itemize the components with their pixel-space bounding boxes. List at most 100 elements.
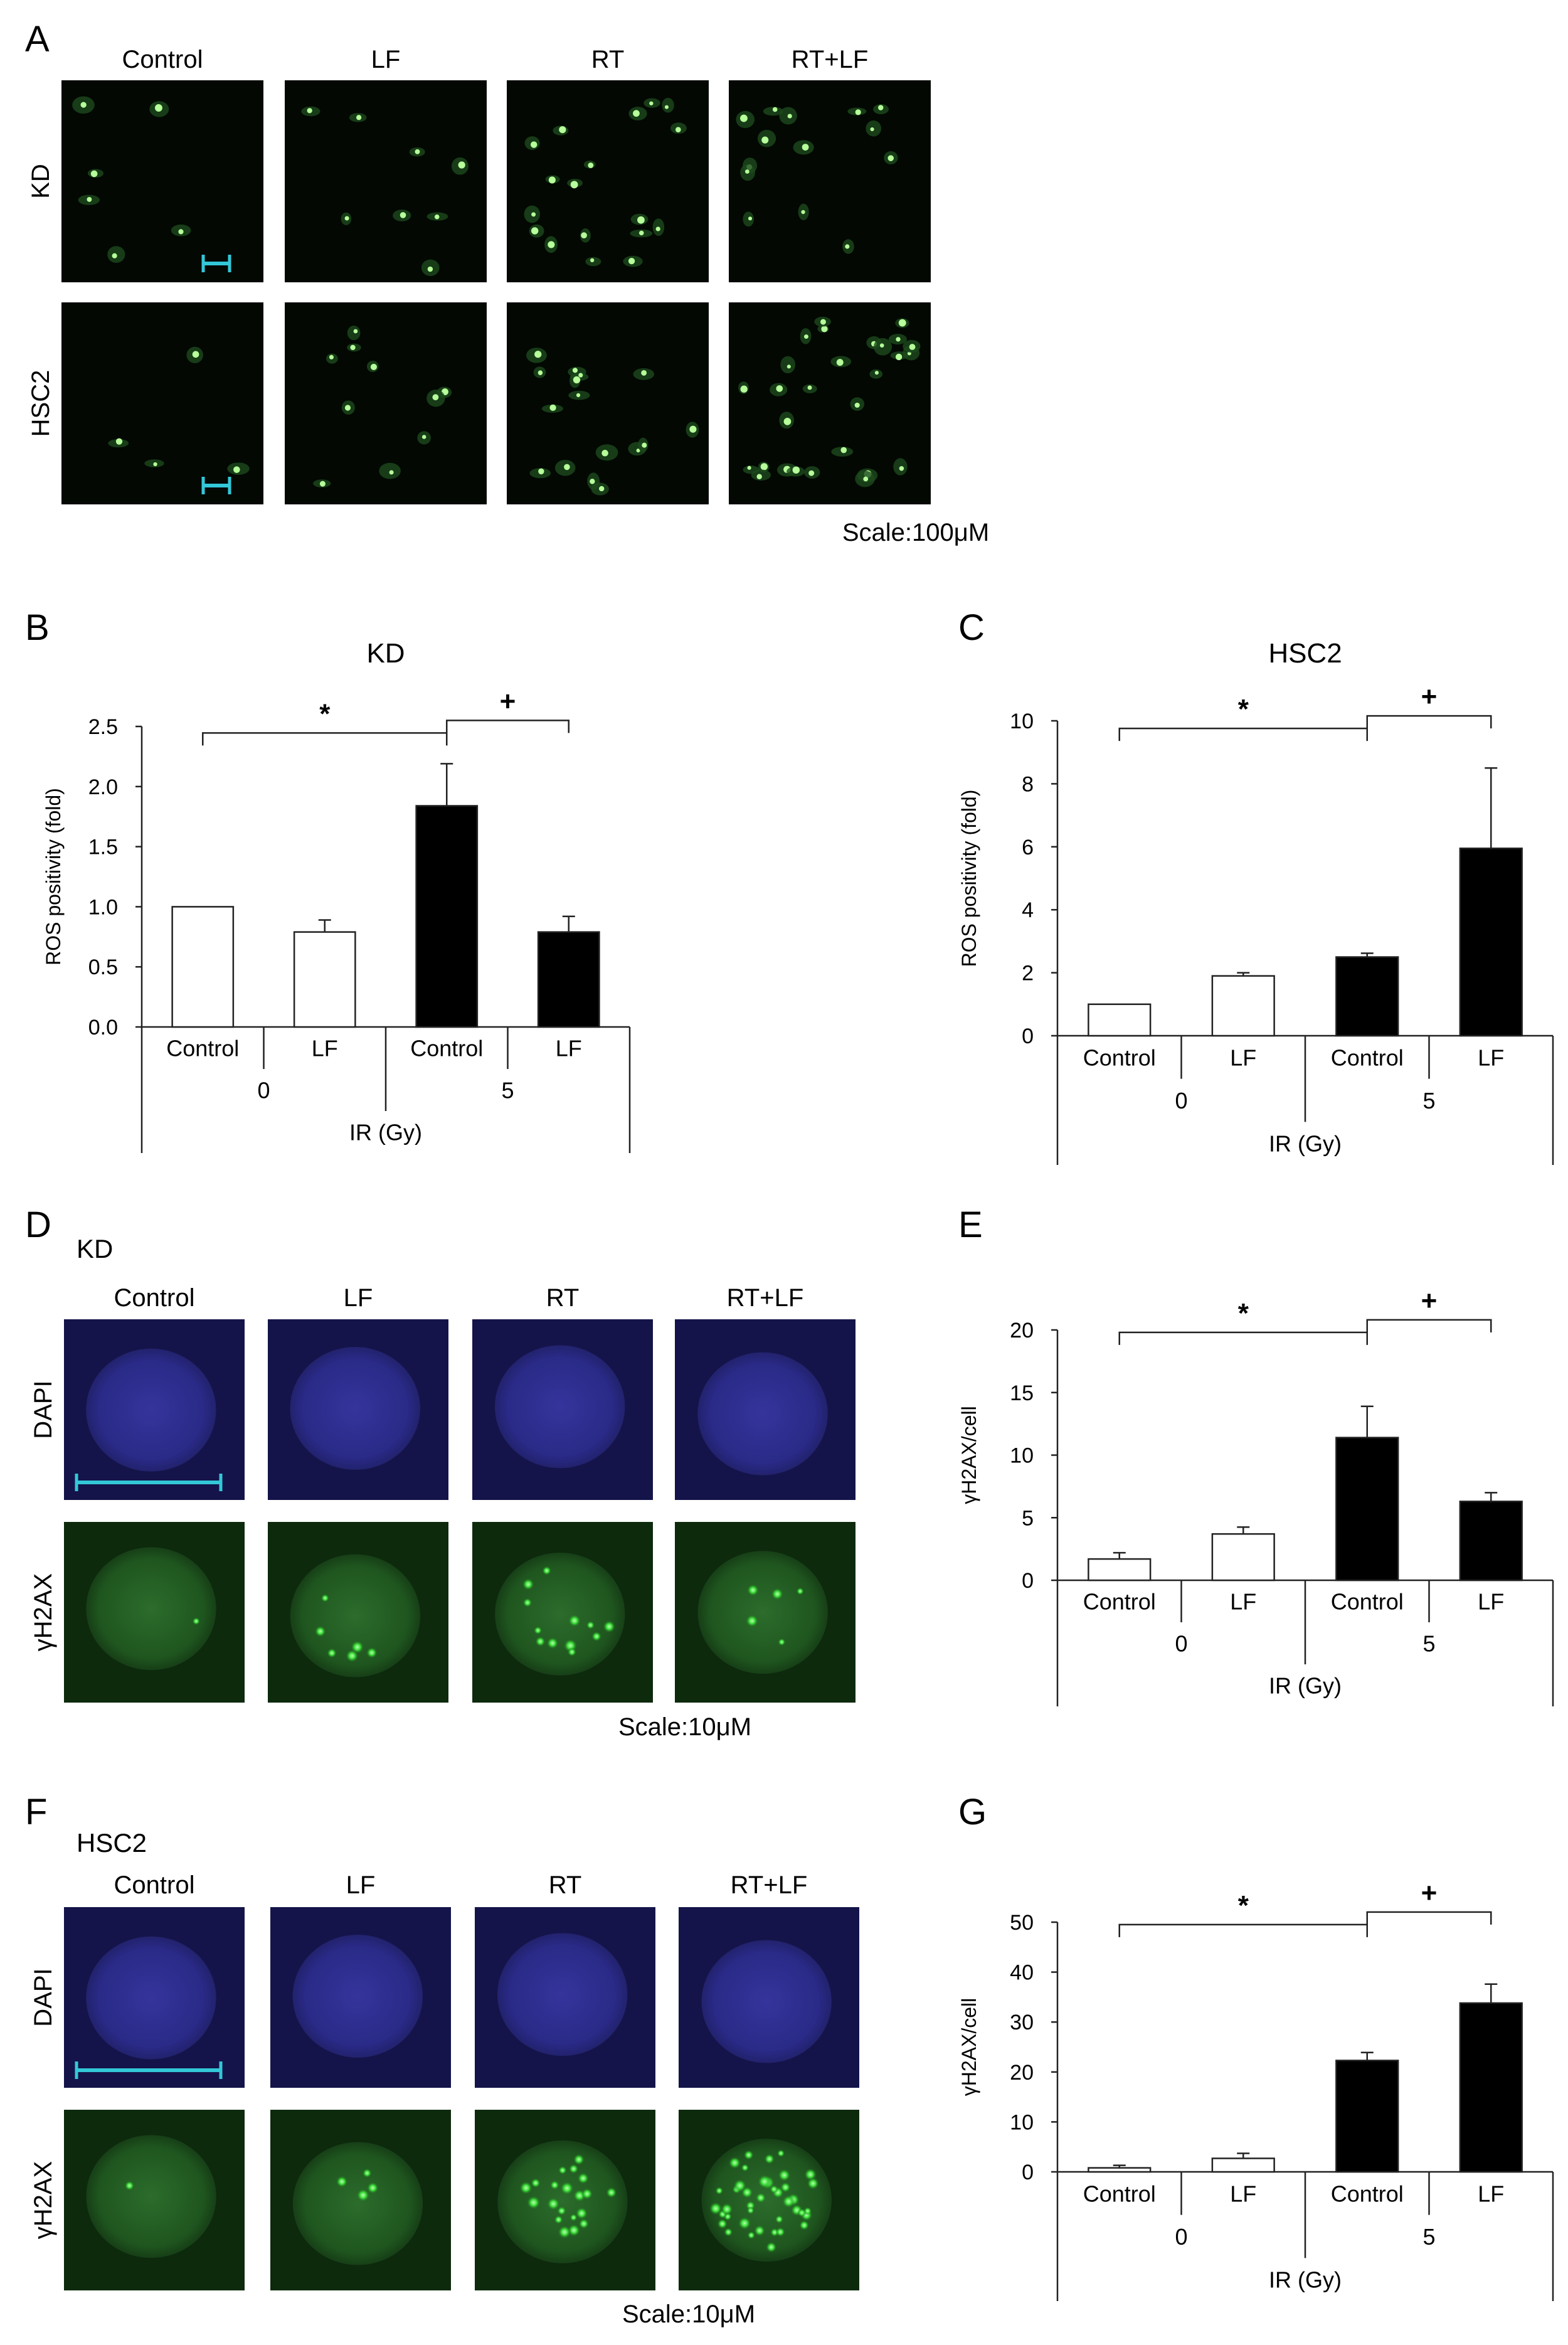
bar [1211, 2157, 1275, 2173]
y-tick-label: 1.0 [88, 895, 118, 919]
ros-signal-spot [854, 402, 860, 408]
bar [1459, 848, 1523, 1037]
nucleus [86, 1547, 216, 1671]
y-tick-label: 40 [1010, 1961, 1034, 1985]
gamma-h2ax-focus [535, 1636, 546, 1647]
ros-signal-spot [877, 105, 884, 110]
hsc2-gamma-h2ax-bar-chart: 0 10 20 30 40 50 γH2AX/cell Control LF Control LF 0… [958, 1878, 1554, 2301]
gamma-h2ax-focus [782, 2194, 795, 2208]
ros-signal-spot [756, 474, 762, 479]
ros-signal-spot [638, 230, 644, 236]
ros-signal-spot [802, 144, 809, 151]
category-label: Control [1331, 1589, 1404, 1615]
gamma-h2ax-focus [717, 2218, 728, 2230]
gamma-h2ax-focus [546, 1637, 559, 1649]
significance-bracket [1366, 1319, 1492, 1332]
category-label: LF [556, 1036, 582, 1061]
ros-signal-spot [787, 114, 792, 119]
y-tick-label: 0.5 [88, 955, 118, 979]
ros-signal-spot [400, 212, 406, 218]
ros-signal-spot [909, 344, 916, 350]
ros-signal-spot [792, 466, 800, 474]
ros-signal-spot [855, 109, 861, 115]
ros-signal-spot [178, 229, 184, 235]
significance-bracket [1118, 1923, 1368, 1937]
ros-signal-spot [344, 405, 351, 411]
panel-letter-e: E [958, 1204, 983, 1245]
y-tick-label: 0 [1022, 2161, 1034, 2184]
y-tick-label: 30 [1010, 2011, 1034, 2034]
cell-body [347, 325, 361, 341]
panel-letter-f: F [25, 1792, 47, 1832]
gamma-h2ax-focus [522, 1578, 534, 1590]
category-label: LF [312, 1036, 338, 1061]
ros-signal-spot [870, 127, 874, 132]
column-label: Control [114, 1871, 195, 1899]
gamma-h2ax-focus [758, 2174, 771, 2189]
nucleus [697, 1352, 828, 1476]
y-tick-label: 2 [1022, 962, 1034, 986]
bar [171, 906, 235, 1028]
gamma-h2ax-focus [366, 1647, 378, 1659]
ros-signal-spot [689, 425, 697, 433]
micrograph-tile [679, 2110, 859, 2290]
ros-signal-spot [432, 394, 439, 401]
gamma-h2ax-focus [560, 2181, 574, 2195]
cell-body [763, 107, 783, 116]
micrograph-tile [729, 80, 931, 282]
ros-signal-spot [601, 449, 608, 457]
hsc2-ros-bar-chart: HSC2 0 2 4 6 8 10 ROS positivity (fold) Control L… [958, 638, 1554, 1165]
category-label: Control [1083, 2181, 1156, 2206]
gamma-h2ax-focus [741, 2164, 750, 2172]
gamma-h2ax-focus [568, 1614, 581, 1627]
gamma-h2ax-focus [728, 2156, 741, 2169]
panel-letter-d: D [25, 1204, 51, 1245]
gamma-h2ax-focus [558, 2225, 571, 2239]
category-label: LF [1478, 2181, 1504, 2206]
ros-signal-spot [740, 385, 748, 393]
kd-ros-bar-chart: KD 0.0 0.5 1.0 1.5 2.0 2.5 ROS positivity (fold… [42, 638, 631, 1153]
ros-signal-spot [633, 110, 640, 117]
bar [415, 805, 479, 1028]
significance-bracket [1118, 1331, 1368, 1345]
gamma-h2ax-focus [568, 2164, 579, 2174]
ros-signal-spot [370, 363, 377, 370]
y-axis-label: ROS positivity (fold) [958, 790, 980, 967]
bar [1088, 1558, 1152, 1582]
gamma-h2ax-focus [573, 2154, 585, 2166]
row-label: DAPI [29, 1380, 57, 1438]
ros-signal-spot [415, 149, 420, 154]
bar [537, 931, 600, 1028]
row-label: HSC2 [27, 370, 55, 437]
ros-signal-spot [307, 108, 312, 114]
micrograph-tile [729, 302, 931, 504]
gamma-h2ax-focus [797, 2208, 807, 2218]
ros-signal-spot [655, 226, 660, 231]
ros-signal-spot [538, 370, 543, 375]
gamma-h2ax-focus [356, 2188, 370, 2202]
gamma-h2ax-focus [124, 2181, 135, 2191]
ros-signal-spot [90, 170, 98, 178]
ros-signal-spot [530, 141, 538, 148]
gamma-h2ax-focus [581, 2188, 593, 2200]
group-label: 0 [1175, 2224, 1187, 2250]
category-label: Control [1331, 1045, 1404, 1070]
gamma-h2ax-focus [526, 2196, 541, 2209]
micrograph-tile [268, 1319, 448, 1500]
micrograph-tile [507, 302, 709, 504]
gamma-h2ax-focus [775, 2227, 785, 2237]
panel-letter-g: G [958, 1792, 987, 1832]
ros-image-grid: Control LF RT RT+LF KD HSC2 Scale:100μM [27, 46, 989, 546]
significance-marker: * [1238, 1890, 1249, 1921]
micrograph-tile [61, 302, 263, 504]
gamma-h2ax-focus [775, 2215, 784, 2224]
category-label: Control [1083, 1045, 1156, 1070]
gamma-h2ax-focus [531, 2178, 541, 2188]
bar [1335, 956, 1399, 1037]
micrograph-tile [61, 80, 263, 282]
group-label: 5 [501, 1078, 514, 1103]
hsc2-nucleus-image-grid: HSC2 Control LF RT RT+LF DAPI γH2AX Scale:10μM [29, 1828, 859, 2328]
gamma-h2ax-focus [362, 2168, 372, 2178]
scale-label: Scale:10μM [622, 2300, 755, 2328]
micrograph-background [729, 80, 931, 282]
